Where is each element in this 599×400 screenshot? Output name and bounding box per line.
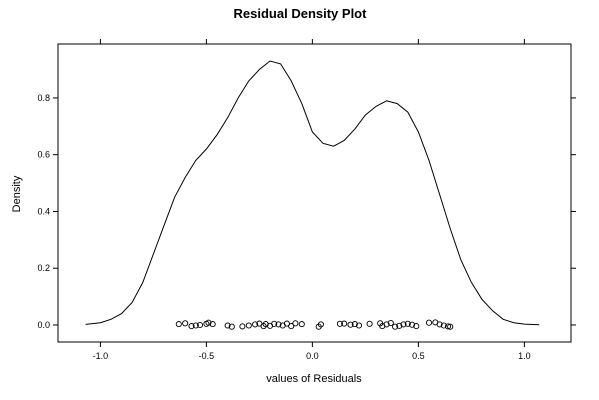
residual-point (288, 323, 295, 330)
residual-point (387, 319, 394, 327)
residual-point (347, 321, 354, 328)
residual-point (355, 322, 363, 329)
residual-point (260, 323, 267, 330)
plot-frame (57, 43, 572, 343)
residual-point (188, 323, 195, 330)
residual-point (336, 320, 343, 327)
residual-point (224, 322, 231, 329)
x-tick-label: -1.0 (93, 351, 109, 361)
residual-point (392, 323, 399, 330)
x-axis-label: values of Residuals (266, 373, 362, 385)
y-tick-label: 0.8 (37, 93, 50, 103)
y-tick-label: 0.2 (37, 263, 50, 273)
y-tick-label: 0.6 (37, 150, 50, 160)
residual-point (447, 323, 454, 330)
y-tick-label: 0.4 (37, 206, 50, 216)
x-axis: -1.0 -0.5 0.0 0.5 1.0 (93, 39, 531, 361)
residual-point (205, 319, 212, 326)
y-axis: 0.0 0.2 0.4 0.6 0.8 (37, 93, 576, 330)
residual-point (351, 321, 358, 328)
residual-point (413, 323, 420, 330)
y-axis-label: Density (11, 175, 23, 212)
residual-point (366, 320, 373, 327)
residual-point (444, 323, 452, 330)
plot-area (85, 60, 540, 330)
chart-title: Residual Density Plot (234, 6, 368, 21)
residual-point (209, 321, 216, 328)
residual-point (228, 323, 235, 330)
residual-point (400, 321, 407, 328)
residual-point (396, 322, 403, 329)
residual-point (440, 322, 447, 329)
residual-point (298, 321, 305, 328)
density-curve (85, 60, 540, 326)
x-tick-label: 0.0 (306, 351, 319, 361)
residual-point (436, 321, 443, 328)
x-tick-label: 0.5 (412, 351, 425, 361)
residual-point (408, 321, 416, 328)
residual-point (341, 320, 348, 327)
residual-point (317, 321, 324, 328)
residual-point (239, 323, 246, 330)
residual-point (192, 322, 199, 329)
residual-point (275, 321, 282, 328)
residual-point (383, 321, 390, 328)
x-tick-label: -0.5 (199, 351, 215, 361)
residual-point (245, 322, 252, 329)
residual-point (175, 321, 182, 328)
residual-point (404, 320, 411, 327)
residual-point (271, 320, 278, 327)
y-tick-label: 0.0 (37, 320, 50, 330)
residual-point (182, 320, 189, 327)
residual-point (252, 321, 259, 328)
x-tick-label: 1.0 (518, 351, 531, 361)
residual-point (292, 320, 299, 327)
residual-point (196, 321, 204, 329)
residual-point (425, 319, 433, 326)
